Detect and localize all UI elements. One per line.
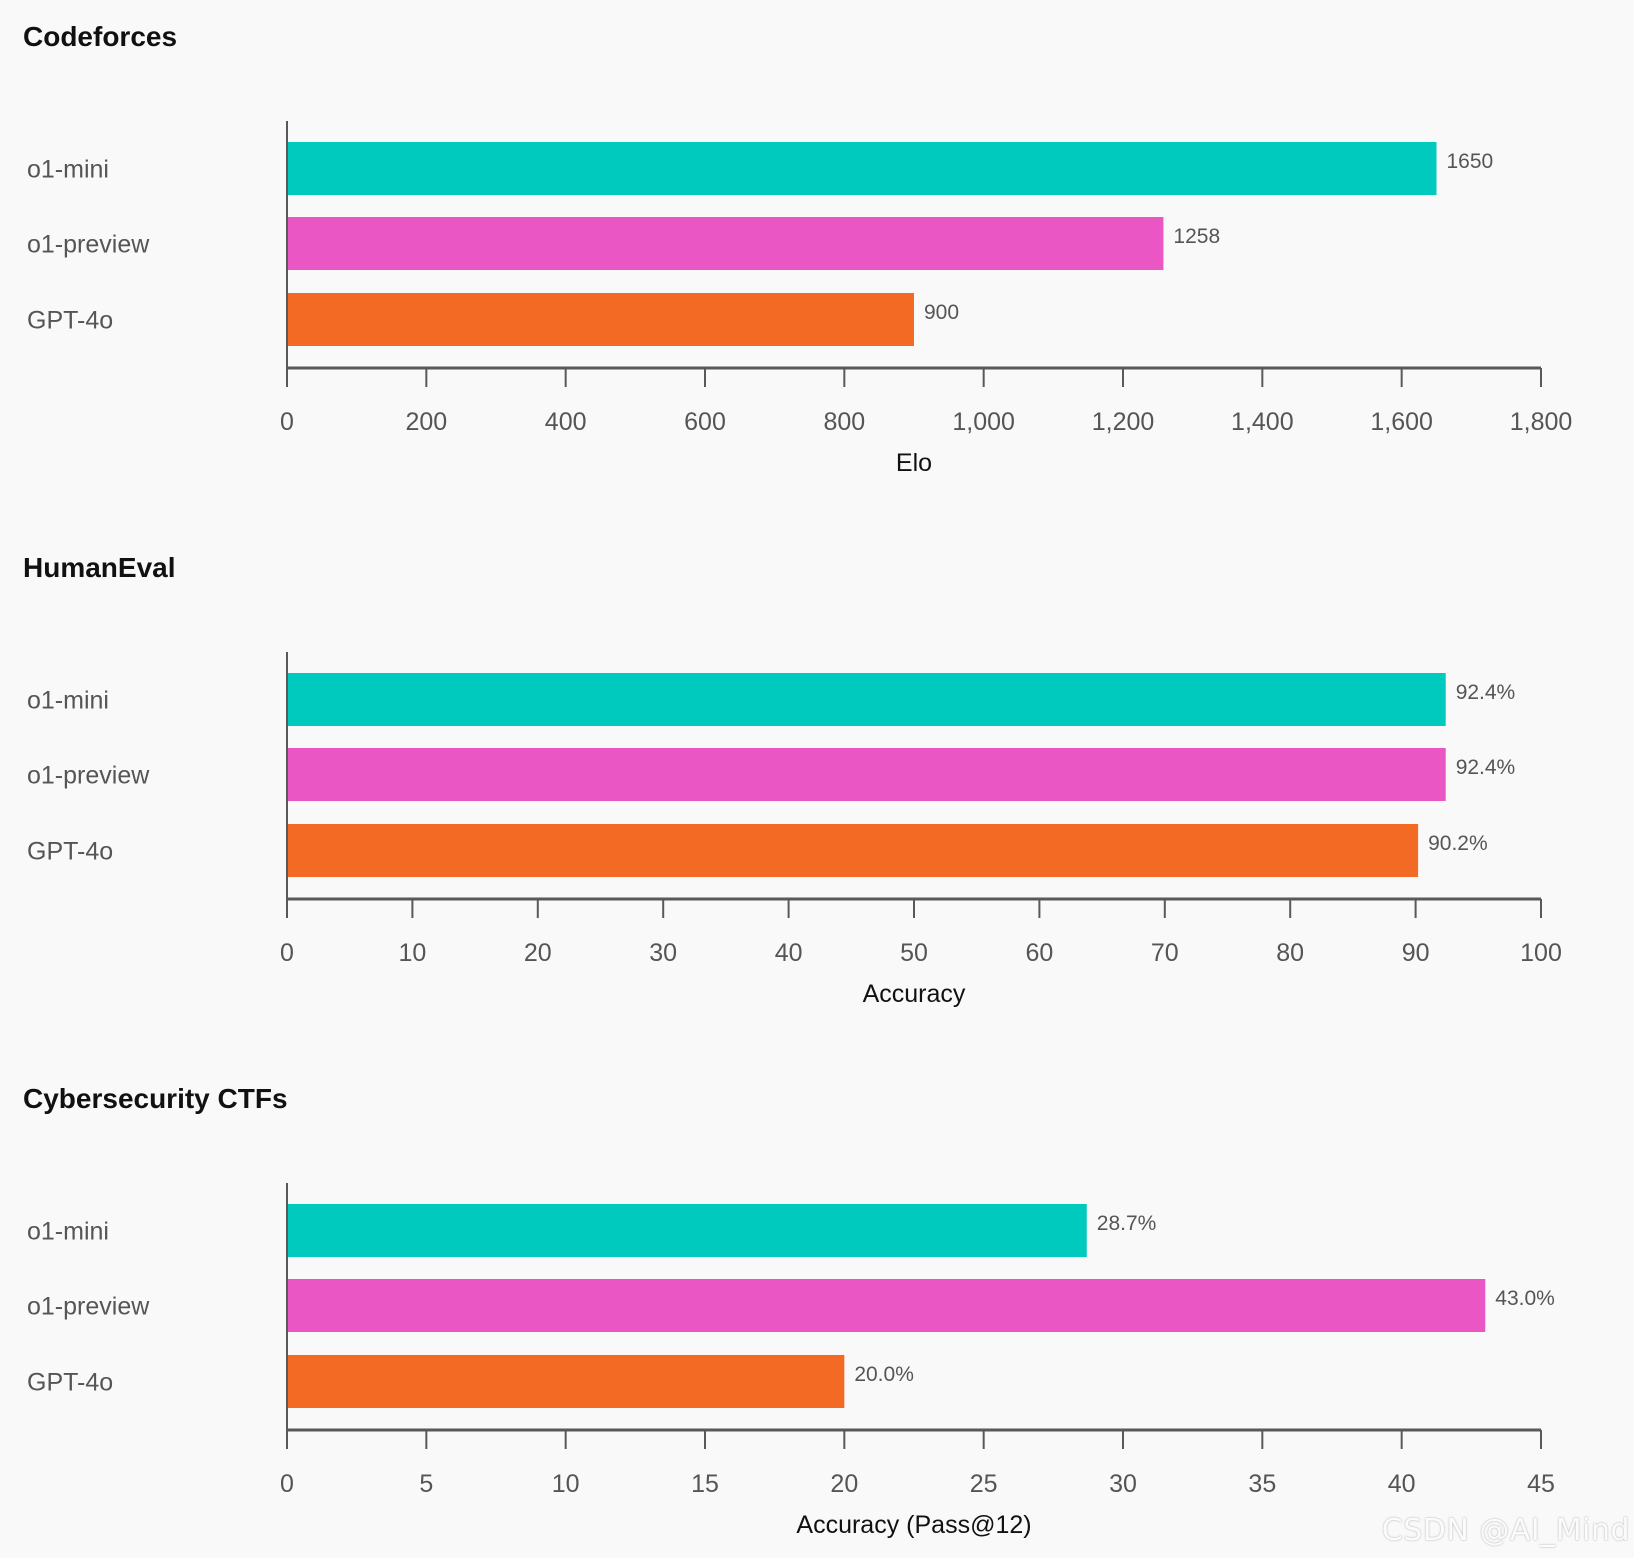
- x-tick-label: 30: [1109, 1470, 1137, 1498]
- category-label-o1-preview: o1-preview: [27, 231, 150, 259]
- x-tick-label: 40: [1388, 1470, 1416, 1498]
- watermark: CSDN @AI_Mind: [1381, 1513, 1630, 1548]
- x-tick-label: 60: [1025, 939, 1053, 967]
- value-label-o1-mini: 1650: [1447, 150, 1494, 173]
- category-label-o1-mini: o1-mini: [27, 156, 109, 184]
- category-label-o1-mini: o1-mini: [27, 1218, 109, 1246]
- x-tick-label: 80: [1276, 939, 1304, 967]
- x-tick-label: 25: [970, 1470, 998, 1498]
- x-tick-label: 1,400: [1231, 408, 1294, 436]
- value-label-o1-preview: 1258: [1173, 225, 1220, 248]
- x-tick-label: 70: [1151, 939, 1179, 967]
- bar-gpt-4o: [287, 293, 914, 346]
- x-tick-label: 5: [419, 1470, 433, 1498]
- bar-o1-mini: [287, 673, 1446, 726]
- x-tick-label: 0: [280, 408, 294, 436]
- x-tick-label: 40: [775, 939, 803, 967]
- x-tick-label: 0: [280, 1470, 294, 1498]
- x-tick-label: 15: [691, 1470, 719, 1498]
- x-tick-label: 0: [280, 939, 294, 967]
- x-tick-label: 35: [1248, 1470, 1276, 1498]
- bar-o1-preview: [287, 1279, 1486, 1332]
- x-tick-label: 600: [684, 408, 726, 436]
- chart-title: Codeforces: [23, 21, 177, 52]
- bar-o1-mini: [287, 1204, 1087, 1257]
- bar-o1-preview: [287, 217, 1164, 270]
- value-label-gpt-4o: 90.2%: [1428, 832, 1488, 855]
- x-axis-title: Accuracy: [863, 980, 966, 1008]
- bar-o1-preview: [287, 748, 1446, 801]
- category-label-o1-mini: o1-mini: [27, 687, 109, 715]
- x-tick-label: 800: [823, 408, 865, 436]
- x-tick-label: 1,600: [1370, 408, 1433, 436]
- bar-gpt-4o: [287, 824, 1419, 877]
- chart-panel-3: Cybersecurity CTFs o1-mini 28.7% o1-preview…: [23, 1083, 1555, 1539]
- value-label-o1-preview: 43.0%: [1495, 1287, 1555, 1310]
- x-axis-title: Accuracy (Pass@12): [796, 1511, 1031, 1539]
- x-tick-label: 1,000: [952, 408, 1015, 436]
- value-label-gpt-4o: 900: [924, 301, 959, 324]
- value-label-gpt-4o: 20.0%: [854, 1363, 914, 1386]
- x-tick-label: 90: [1402, 939, 1430, 967]
- bar-gpt-4o: [287, 1355, 845, 1408]
- category-label-o1-preview: o1-preview: [27, 1293, 150, 1321]
- x-tick-label: 10: [552, 1470, 580, 1498]
- x-tick-label: 400: [545, 408, 587, 436]
- category-label-gpt-4o: GPT-4o: [27, 1369, 113, 1397]
- x-tick-label: 45: [1527, 1470, 1555, 1498]
- x-tick-label: 200: [405, 408, 447, 436]
- x-tick-label: 1,800: [1510, 408, 1573, 436]
- category-label-gpt-4o: GPT-4o: [27, 838, 113, 866]
- x-tick-label: 50: [900, 939, 928, 967]
- x-tick-label: 20: [830, 1470, 858, 1498]
- x-tick-label: 20: [524, 939, 552, 967]
- chart-panel-1: Codeforces o1-mini 1650 o1-preview 1258 GPT-4…: [23, 21, 1572, 477]
- x-axis-title: Elo: [896, 449, 932, 477]
- x-tick-label: 10: [398, 939, 426, 967]
- chart-title: Cybersecurity CTFs: [23, 1083, 288, 1114]
- value-label-o1-mini: 28.7%: [1097, 1212, 1157, 1235]
- chart-title: HumanEval: [23, 552, 176, 583]
- bar-o1-mini: [287, 142, 1437, 195]
- value-label-o1-preview: 92.4%: [1456, 756, 1516, 779]
- chart-panel-2: HumanEval o1-mini 92.4% o1-preview 92.4% GPT-…: [23, 552, 1562, 1008]
- x-tick-label: 100: [1520, 939, 1562, 967]
- category-label-gpt-4o: GPT-4o: [27, 307, 113, 335]
- value-label-o1-mini: 92.4%: [1456, 681, 1516, 704]
- x-tick-label: 30: [649, 939, 677, 967]
- category-label-o1-preview: o1-preview: [27, 762, 150, 790]
- x-tick-label: 1,200: [1092, 408, 1155, 436]
